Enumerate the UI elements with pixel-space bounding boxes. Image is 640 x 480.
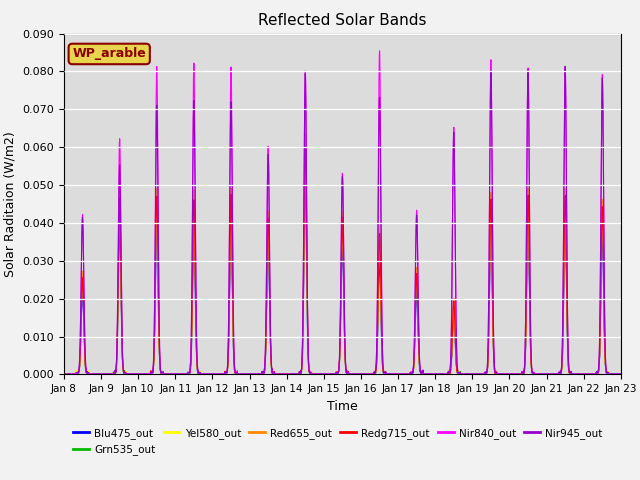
Grn535_out — [468, 371, 476, 377]
Nir840_out — [60, 372, 68, 377]
Redg715_out — [301, 143, 309, 149]
Line: Grn535_out: Grn535_out — [64, 158, 621, 374]
Nir840_out — [322, 372, 330, 377]
Redg715_out — [499, 371, 507, 377]
Grn535_out — [322, 371, 330, 377]
Line: Redg715_out: Redg715_out — [64, 146, 621, 374]
Nir840_out — [468, 371, 476, 377]
Nir945_out — [545, 372, 553, 377]
Line: Red655_out: Red655_out — [64, 134, 621, 374]
Red655_out — [467, 372, 475, 377]
Yel580_out — [499, 372, 507, 377]
Yel580_out — [468, 372, 476, 377]
Y-axis label: Solar Raditaion (W/m2): Solar Raditaion (W/m2) — [4, 131, 17, 277]
Redg715_out — [436, 372, 444, 377]
Grn535_out — [436, 372, 444, 377]
Redg715_out — [160, 372, 168, 377]
Redg715_out — [617, 372, 625, 377]
Nir945_out — [617, 371, 625, 377]
Nir945_out — [467, 372, 475, 377]
Yel580_out — [616, 371, 624, 377]
Nir945_out — [561, 63, 569, 69]
Red655_out — [499, 372, 507, 377]
Yel580_out — [301, 140, 309, 146]
Nir945_out — [160, 372, 168, 377]
Blu475_out — [608, 372, 616, 377]
Red655_out — [617, 372, 625, 377]
Nir945_out — [322, 372, 330, 377]
Blu475_out — [467, 372, 475, 377]
Yel580_out — [322, 371, 330, 377]
Yel580_out — [436, 371, 444, 377]
Red655_out — [616, 371, 624, 377]
Yel580_out — [161, 372, 168, 377]
Legend: Blu475_out, Grn535_out, Yel580_out, Red655_out, Redg715_out, Nir840_out, Nir945_: Blu475_out, Grn535_out, Yel580_out, Red6… — [69, 424, 607, 459]
Red655_out — [60, 372, 68, 377]
Line: Blu475_out: Blu475_out — [64, 180, 621, 374]
Nir840_out — [137, 372, 145, 377]
Yel580_out — [60, 372, 68, 377]
Grn535_out — [499, 372, 507, 377]
Redg715_out — [353, 372, 361, 377]
Blu475_out — [499, 371, 507, 377]
Redg715_out — [616, 371, 624, 377]
Redg715_out — [468, 372, 476, 377]
Nir840_out — [376, 48, 383, 54]
Grn535_out — [616, 372, 624, 377]
Line: Nir840_out: Nir840_out — [64, 51, 621, 374]
Red655_out — [301, 132, 309, 137]
Red655_out — [160, 372, 168, 377]
Redg715_out — [60, 372, 68, 377]
Blu475_out — [322, 372, 330, 377]
Nir840_out — [436, 372, 444, 377]
Grn535_out — [160, 371, 168, 377]
Text: WP_arable: WP_arable — [72, 48, 146, 60]
Nir945_out — [499, 372, 506, 377]
Grn535_out — [198, 372, 205, 377]
Grn535_out — [301, 156, 309, 161]
Blu475_out — [436, 372, 444, 377]
Nir945_out — [616, 372, 624, 377]
Red655_out — [322, 372, 330, 377]
Nir840_out — [161, 372, 168, 377]
Title: Reflected Solar Bands: Reflected Solar Bands — [258, 13, 427, 28]
Nir945_out — [60, 372, 68, 377]
Blu475_out — [60, 372, 68, 377]
Grn535_out — [60, 371, 68, 377]
Redg715_out — [322, 372, 330, 377]
Nir840_out — [617, 372, 625, 377]
Blu475_out — [301, 178, 309, 183]
Line: Yel580_out: Yel580_out — [64, 143, 621, 374]
Blu475_out — [160, 372, 168, 377]
Nir945_out — [436, 372, 444, 377]
Yel580_out — [617, 372, 625, 377]
Yel580_out — [136, 372, 144, 377]
Nir840_out — [616, 372, 624, 377]
Red655_out — [436, 372, 444, 377]
X-axis label: Time: Time — [327, 400, 358, 413]
Blu475_out — [617, 372, 625, 377]
Line: Nir945_out: Nir945_out — [64, 66, 621, 374]
Grn535_out — [617, 371, 625, 377]
Nir840_out — [499, 372, 507, 377]
Blu475_out — [616, 372, 624, 377]
Red655_out — [543, 372, 551, 377]
